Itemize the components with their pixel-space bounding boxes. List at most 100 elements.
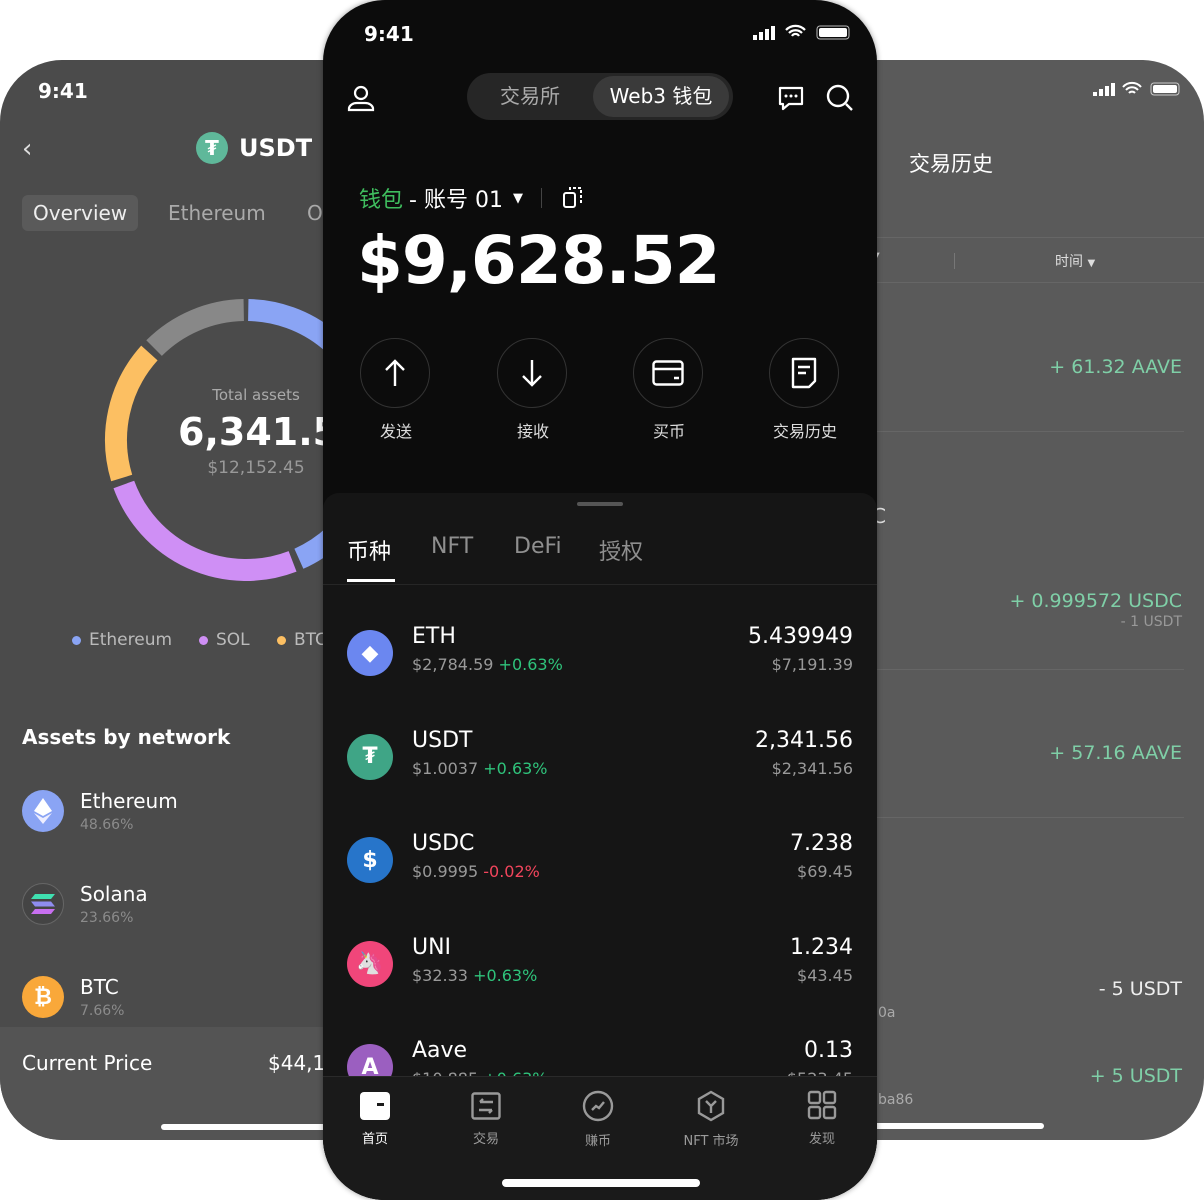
active-tab-indicator — [347, 579, 395, 582]
tab-approvals[interactable]: 授权 — [599, 540, 644, 565]
asset-row[interactable]: ₮ USDT $1.0037 +0.63% 2,341.56 $2,341.56 — [323, 728, 877, 808]
uni-icon: 🦄 — [347, 940, 393, 987]
drag-handle[interactable] — [577, 502, 623, 506]
usdt-icon: ₮ — [347, 733, 393, 780]
tab-coins[interactable]: 币种 — [347, 540, 392, 565]
donut-segment-btc — [105, 345, 158, 482]
network-item-solana[interactable]: Solana 23.66% — [22, 882, 148, 926]
tab-overview[interactable]: Overview — [22, 195, 139, 231]
history-address: ba86 — [878, 1092, 914, 1108]
network-pct: 23.66% — [80, 910, 134, 926]
back-icon[interactable]: ‹ — [22, 134, 33, 164]
asset-row[interactable]: 🦄 UNI $32.33 +0.63% 1.234 $43.45 — [323, 935, 877, 1015]
page-title: 交易历史 — [909, 152, 993, 176]
eth-icon: ◆ — [347, 630, 393, 676]
ethereum-icon — [22, 790, 64, 832]
status-time: 9:41 — [364, 22, 414, 46]
network-pct: 48.66% — [80, 817, 134, 833]
tab-ethereum[interactable]: Ethereum — [168, 201, 266, 225]
segment-web3-wallet[interactable]: Web3 钱包 — [593, 76, 729, 117]
donut-segment-sol — [113, 480, 297, 581]
earn-icon — [582, 1090, 614, 1122]
status-time: 9:41 — [38, 79, 88, 103]
trade-icon — [471, 1092, 501, 1120]
bottom-nav: 首页 交易 赚币 NFT 市场 发现 — [323, 1076, 877, 1200]
asset-change: +0.63% — [473, 965, 538, 985]
network-name: Ethereum — [80, 789, 178, 813]
asset-price: $1.0037 — [412, 758, 479, 778]
history-item[interactable]: + 5 USDT — [1089, 1065, 1182, 1087]
receive-button[interactable]: 接收 — [497, 338, 569, 442]
bitcoin-icon: ₿ — [22, 976, 64, 1018]
home-indicator — [161, 1124, 421, 1130]
network-name: BTC — [80, 975, 119, 999]
history-item[interactable]: + 61.32 AAVE — [1049, 356, 1182, 378]
legend-sol: SOL — [199, 630, 250, 650]
history-address: 0a — [878, 1005, 896, 1021]
asset-change: -0.02% — [483, 862, 540, 881]
home-icon — [360, 1092, 390, 1120]
asset-row[interactable]: ◆ ETH $2,784.59 +0.63% 5.439949 $7,191.3… — [323, 624, 877, 704]
account-name: - 账号 01 — [409, 188, 503, 213]
buy-crypto-button[interactable]: 买币 — [633, 338, 705, 442]
nav-discover[interactable]: 发现 — [767, 1090, 877, 1147]
asset-value: $7,191.39 — [771, 655, 853, 674]
asset-amount: 0.13 — [804, 1038, 853, 1063]
segment-exchange[interactable]: 交易所 — [500, 84, 560, 108]
asset-change: +0.63% — [483, 758, 548, 778]
chevron-down-icon: ▼ — [512, 190, 523, 206]
network-item-ethereum[interactable]: Ethereum 48.66% — [22, 789, 178, 833]
history-button[interactable]: 交易历史 — [769, 338, 841, 442]
status-icons — [753, 24, 850, 40]
solana-icon — [22, 883, 64, 925]
profile-icon[interactable] — [347, 84, 375, 112]
network-pct: 7.66% — [80, 1003, 125, 1019]
asset-price: $0.9995 — [412, 862, 479, 881]
asset-symbol: Aave — [412, 1038, 468, 1063]
asset-row[interactable]: $ USDC $0.9995 -0.02% 7.238 $69.45 — [323, 831, 877, 911]
asset-value: $69.45 — [797, 862, 853, 881]
asset-symbol: USDC — [412, 831, 475, 856]
usdc-icon: $ — [347, 837, 393, 883]
nav-trade[interactable]: 交易 — [431, 1092, 541, 1147]
asset-value: $2,341.56 — [771, 758, 853, 778]
asset-value: $43.45 — [797, 965, 853, 985]
nav-nft-market[interactable]: NFT 市场 — [656, 1090, 766, 1149]
nav-earn[interactable]: 赚币 — [543, 1090, 653, 1149]
web3-wallet-screen: 9:41 交易所 Web3 钱包 钱包 - 账号 01 ▼ $9,628.52 … — [323, 0, 877, 1200]
nft-market-icon — [697, 1090, 725, 1122]
asset-symbol: UNI — [412, 934, 452, 960]
current-price-label: Current Price — [22, 1051, 153, 1075]
asset-amount: 2,341.56 — [755, 727, 853, 753]
legend-ethereum: Ethereum — [72, 630, 172, 650]
asset-amount: 5.439949 — [748, 624, 853, 649]
assets-by-network-title: Assets by network — [22, 725, 231, 749]
asset-symbol: USDT — [412, 727, 473, 753]
history-item[interactable]: + 0.999572 USDC - 1 USDT — [1009, 590, 1182, 630]
legend-btc: BTC — [277, 630, 327, 650]
network-item-btc[interactable]: ₿ BTC 7.66% — [22, 975, 124, 1019]
asset-amount: 7.238 — [790, 831, 853, 856]
account-selector[interactable]: 钱包 - 账号 01 ▼ — [359, 182, 542, 214]
copy-address-icon[interactable] — [562, 185, 584, 209]
coin-title-text: USDT — [239, 134, 313, 162]
send-button[interactable]: 发送 — [360, 338, 432, 442]
time-filter-dropdown[interactable]: 时间 ▼ — [1055, 254, 1096, 270]
usdt-icon: ₮ — [196, 132, 228, 164]
coin-title: ₮ USDT — [196, 132, 312, 164]
nav-home[interactable]: 首页 — [323, 1092, 430, 1147]
history-item[interactable]: - 5 USDT — [1098, 978, 1182, 1000]
asset-price: $2,784.59 — [412, 655, 494, 674]
home-indicator — [870, 1123, 1044, 1129]
message-icon[interactable] — [777, 84, 805, 112]
history-item[interactable]: + 57.16 AAVE — [1049, 742, 1182, 764]
tab-defi[interactable]: DeFi — [514, 534, 562, 559]
donut-segment-other — [146, 299, 245, 357]
tab-nft[interactable]: NFT — [431, 534, 474, 559]
home-indicator — [502, 1179, 700, 1187]
asset-amount: 1.234 — [790, 934, 853, 960]
status-icons — [1093, 81, 1180, 96]
tab-other[interactable]: O — [307, 201, 323, 225]
network-name: Solana — [80, 882, 148, 906]
search-icon[interactable] — [825, 83, 855, 113]
